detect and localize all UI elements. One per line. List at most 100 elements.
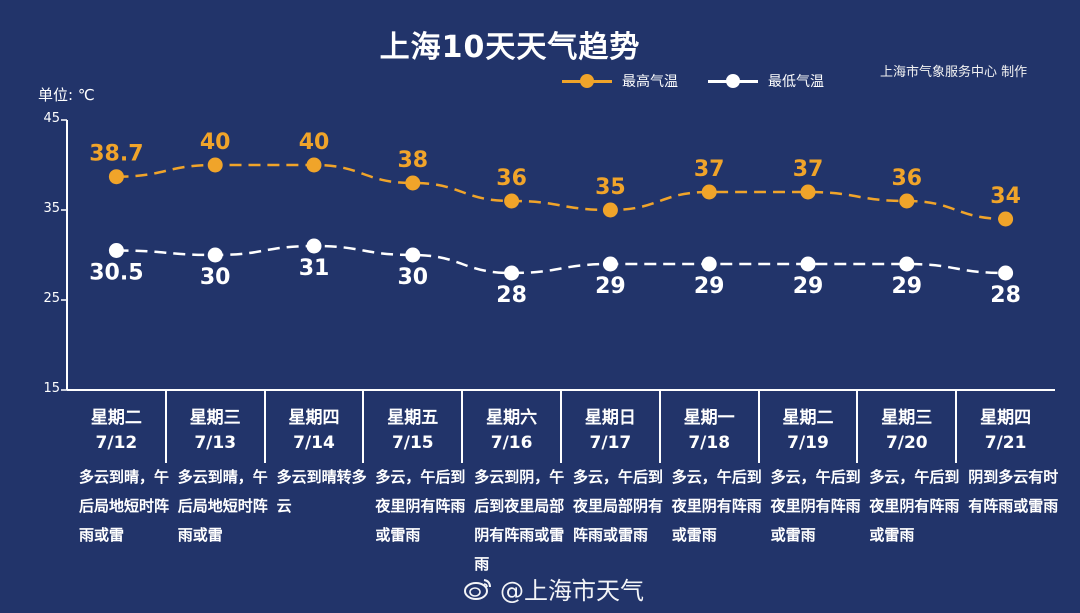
legend-label-low: 最低气温 — [768, 74, 824, 90]
x-tick-weekday: 星期四 — [288, 408, 340, 428]
x-category-separator — [461, 391, 464, 463]
x-category-cell: 星期三 7/13 — [166, 391, 265, 463]
weather-description: 多云到晴转多云 — [276, 468, 367, 515]
x-category-cell: 星期三 7/20 — [857, 391, 956, 463]
x-tick-weekday: 星期一 — [683, 408, 735, 428]
x-tick-weekday: 星期四 — [980, 408, 1032, 428]
data-label-high: 35 — [595, 175, 626, 200]
data-label-high: 34 — [990, 184, 1021, 209]
weather-description: 多云，午后到夜里阴有阵雨或雷雨 — [770, 468, 861, 544]
data-label-low: 28 — [990, 283, 1021, 308]
y-tick-label: 15 — [43, 381, 60, 396]
data-point-low — [998, 265, 1014, 281]
x-tick-date: 7/13 — [194, 433, 237, 453]
data-point-high — [405, 175, 421, 191]
legend-line-high — [562, 73, 612, 88]
x-tick-date: 7/20 — [885, 433, 928, 453]
data-label-low: 30 — [397, 265, 428, 290]
chart-title: 上海10天天气趋势 — [379, 30, 641, 65]
weather-description: 多云到晴，午后局地短时阵雨或雷 — [79, 468, 170, 544]
weather-description: 多云，午后到夜里阴有阵雨或雷雨 — [869, 468, 960, 544]
data-label-high: 36 — [496, 166, 527, 191]
x-category-cell: 星期四 7/21 — [956, 391, 1055, 463]
x-tick-weekday: 星期六 — [486, 408, 538, 428]
legend-marker-low-icon — [726, 73, 740, 88]
x-tick-weekday: 星期日 — [584, 408, 636, 428]
series-line-high — [116, 163, 1006, 221]
x-category-separator — [955, 391, 958, 463]
data-label-high: 37 — [793, 157, 824, 182]
series-line-low — [116, 244, 1006, 275]
data-label-high: 40 — [200, 130, 231, 155]
x-category-separator — [362, 391, 365, 463]
x-category-cell: 星期一 7/18 — [660, 391, 759, 463]
data-label-high: 38.7 — [89, 142, 143, 167]
weather-description: 多云，午后到夜里局部阴有阵雨或雷雨 — [573, 468, 664, 544]
data-label-low: 29 — [694, 274, 725, 299]
data-label-low: 29 — [891, 274, 922, 299]
weibo-logo-icon — [464, 577, 492, 601]
data-label-low: 30.5 — [89, 261, 143, 286]
legend-item-high: 最高气温 — [562, 71, 678, 91]
weather-description: 多云，午后到夜里阴有阵雨或雷雨 — [375, 468, 466, 544]
data-point-low — [405, 247, 421, 263]
data-point-low — [602, 256, 618, 272]
x-tick-weekday: 星期三 — [881, 408, 933, 428]
x-tick-weekday: 星期二 — [782, 408, 834, 428]
x-tick-date: 7/15 — [391, 433, 434, 453]
y-tick-label: 25 — [43, 291, 60, 306]
weather-description: 多云，午后到夜里阴有阵雨或雷雨 — [671, 468, 762, 544]
data-point-high — [899, 193, 915, 209]
x-tick-weekday: 星期二 — [90, 408, 142, 428]
data-point-high — [306, 157, 322, 173]
data-point-high — [108, 169, 124, 185]
data-point-low — [800, 256, 816, 272]
x-tick-date: 7/19 — [787, 433, 829, 453]
weather-description: 多云到阴，午后到夜里局部阴有阵雨或雷雨 — [474, 468, 565, 573]
data-label-low: 29 — [595, 274, 626, 299]
data-point-high — [998, 211, 1014, 227]
data-point-low — [504, 265, 520, 281]
data-point-high — [800, 184, 816, 200]
x-category-separator — [560, 391, 562, 463]
data-point-low — [899, 256, 915, 272]
x-category-cell: 星期五 7/15 — [363, 391, 462, 463]
data-point-high — [701, 184, 717, 200]
data-label-low: 31 — [299, 256, 330, 281]
data-label-low: 29 — [793, 274, 824, 299]
legend-line-low — [708, 73, 758, 88]
x-category-separator — [757, 391, 760, 463]
data-point-low — [108, 243, 124, 258]
data-point-low — [306, 238, 322, 254]
data-label-high: 38 — [397, 148, 428, 173]
watermark: @上海市天气 — [464, 571, 644, 606]
credit-text: 上海市气象服务中心 制作 — [880, 65, 1028, 80]
x-tick-weekday: 星期三 — [189, 408, 241, 428]
x-category-separator — [164, 391, 167, 463]
x-tick-date: 7/14 — [293, 433, 335, 453]
x-tick-date: 7/17 — [589, 433, 632, 453]
x-category-cell: 星期二 7/19 — [759, 391, 858, 463]
data-label-high: 37 — [694, 157, 725, 182]
weather-description: 阴到多云有时有阵雨或雷雨 — [968, 468, 1059, 515]
data-point-low — [207, 247, 223, 263]
watermark-text: @上海市天气 — [500, 577, 644, 605]
y-axis-unit-label: 单位: ℃ — [38, 86, 95, 104]
legend-item-low: 最低气温 — [708, 71, 824, 91]
weather-description: 多云到晴，午后局地短时阵雨或雷 — [177, 468, 268, 544]
x-tick-date: 7/12 — [95, 433, 138, 453]
x-category-cell: 星期日 7/17 — [561, 391, 660, 463]
x-tick-date: 7/18 — [688, 433, 731, 453]
x-tick-weekday: 星期五 — [387, 408, 439, 428]
legend-label-high: 最高气温 — [622, 74, 678, 90]
x-tick-date: 7/21 — [984, 433, 1027, 453]
data-point-high — [504, 193, 520, 209]
y-tick-label: 45 — [43, 111, 60, 126]
data-label-high: 40 — [299, 130, 330, 155]
data-label-low: 30 — [200, 265, 231, 290]
data-point-low — [701, 256, 717, 272]
data-label-low: 28 — [496, 283, 527, 308]
x-category-cell: 星期四 7/14 — [265, 391, 364, 463]
